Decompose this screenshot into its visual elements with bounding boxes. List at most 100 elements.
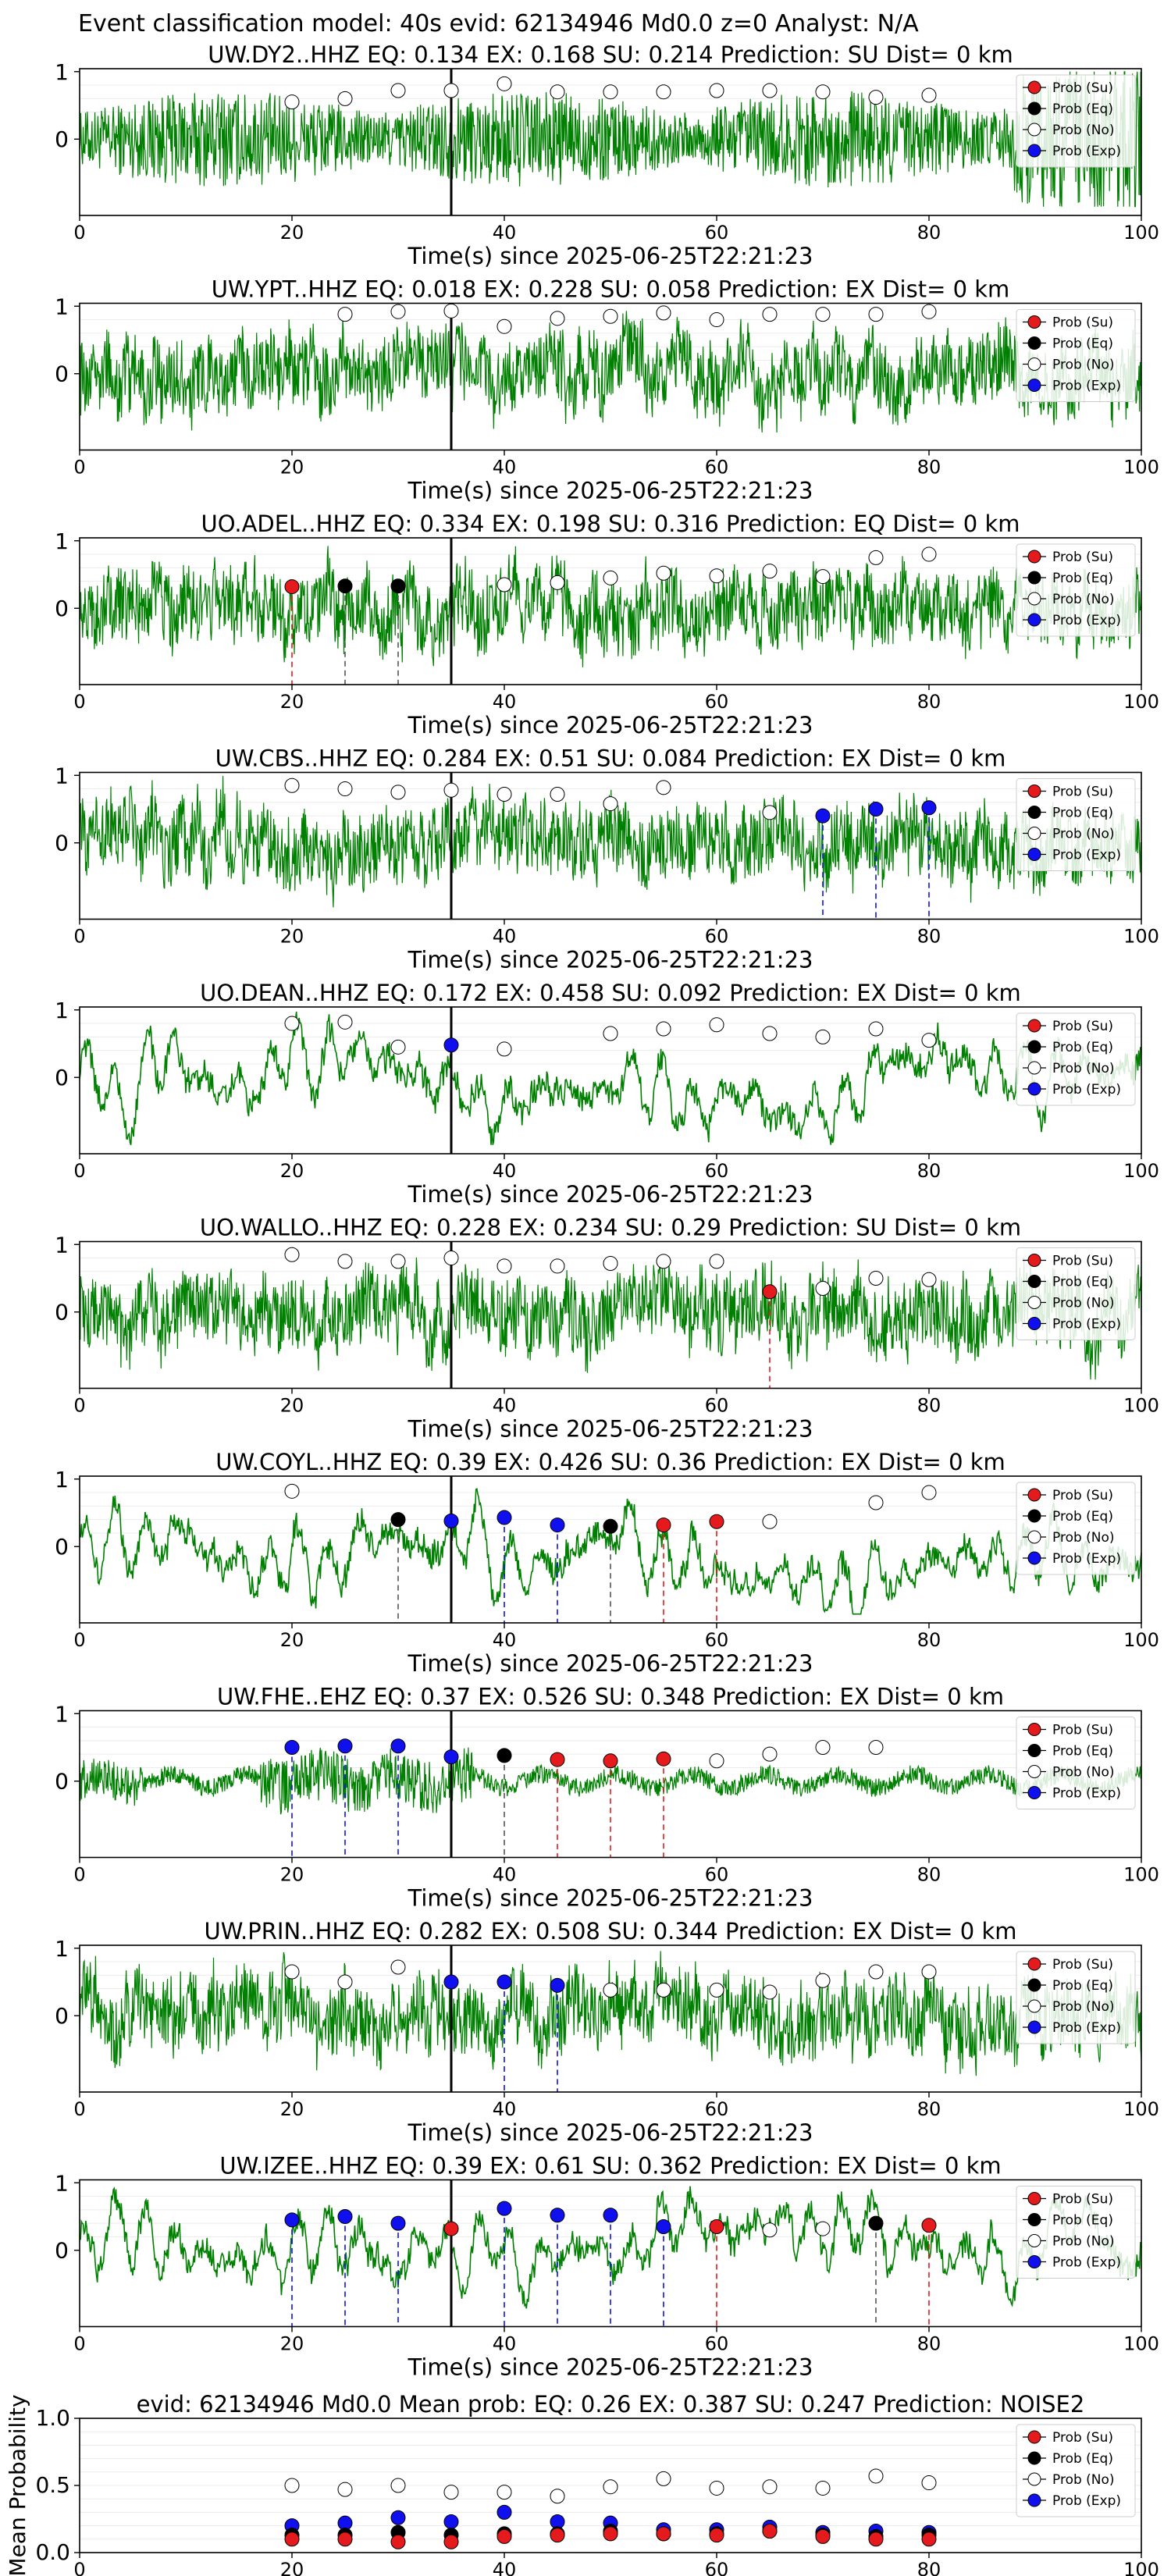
- prob-point: [762, 1984, 778, 2000]
- waveform-trace: [79, 546, 1142, 667]
- prob-point: [868, 307, 884, 322]
- mean-point: [868, 2468, 884, 2484]
- panel-1: UW.DY2..HHZ EQ: 0.134 EX: 0.168 SU: 0.21…: [55, 41, 1159, 269]
- x-tick-label: 20: [280, 926, 304, 948]
- x-tick-label: 60: [705, 457, 729, 479]
- x-tick-label: 0: [73, 2333, 85, 2355]
- legend-marker: [1027, 2472, 1041, 2486]
- prob-point: [497, 76, 512, 91]
- prob-point: [709, 83, 724, 98]
- legend-label: Prob (Eq): [1052, 1040, 1113, 1055]
- legend-label: Prob (No): [1052, 592, 1115, 607]
- prob-point: [284, 777, 300, 793]
- x-tick-label: 60: [705, 222, 729, 244]
- panel-title: UW.DY2..HHZ EQ: 0.134 EX: 0.168 SU: 0.21…: [208, 41, 1013, 68]
- mean-point: [497, 2504, 512, 2520]
- prob-point: [603, 796, 618, 812]
- x-tick-label: 60: [705, 1629, 729, 1651]
- x-tick-label: 0: [73, 1160, 85, 1182]
- legend-marker: [1027, 1509, 1041, 1523]
- x-tick-label: 0: [73, 2559, 85, 2576]
- axes-frame: [79, 1475, 1142, 1624]
- prob-point: [921, 1964, 937, 1980]
- prob-point: [656, 1517, 671, 1533]
- prob-point: [550, 1258, 565, 1274]
- legend-marker: [1027, 2255, 1041, 2268]
- legend-marker: [1027, 827, 1041, 840]
- mean-point: [284, 2478, 300, 2493]
- prob-point: [497, 318, 512, 334]
- legend-label: Prob (Eq): [1052, 2213, 1113, 2229]
- prob-point: [709, 568, 724, 584]
- axes-frame: [79, 68, 1142, 216]
- axes-frame: [79, 1710, 1142, 1859]
- prob-point: [656, 84, 671, 100]
- waveform-trace: [79, 1951, 1142, 2076]
- legend-marker: [1027, 571, 1041, 585]
- y-tick-label: 1: [55, 1701, 69, 1727]
- x-tick-label: 100: [1123, 1160, 1159, 1182]
- prob-point: [390, 1254, 406, 1269]
- prob-point: [656, 565, 671, 581]
- prob-point: [443, 1251, 459, 1266]
- x-tick-label: 100: [1123, 1395, 1159, 1417]
- x-axis-label: Time(s) since 2025-06-25T22:21:23: [408, 1181, 813, 1208]
- prob-point: [390, 1959, 406, 1975]
- x-tick-label: 40: [493, 222, 517, 244]
- legend-box: [1016, 309, 1136, 402]
- legend-label: Prob (No): [1052, 1296, 1115, 1311]
- legend-box: [1016, 2424, 1136, 2517]
- y-tick-label: 1: [55, 2170, 69, 2196]
- prob-point: [762, 1026, 778, 1041]
- y-axis-label: Mean Probability: [5, 2394, 30, 2576]
- x-tick-label: 0: [73, 1395, 85, 1417]
- legend-marker: [1027, 2493, 1041, 2507]
- legend-label: Prob (No): [1052, 358, 1115, 373]
- prob-point: [656, 305, 671, 321]
- legend: Prob (Su) Prob (Eq) Prob (No) Prob (Exp): [1016, 1717, 1136, 1809]
- mean-point: [709, 2528, 724, 2543]
- x-tick-label: 0: [73, 222, 85, 244]
- prob-point: [337, 1254, 353, 1269]
- legend-label: Prob (Eq): [1052, 1744, 1113, 1759]
- prob-point: [921, 546, 937, 562]
- legend-marker: [1027, 806, 1041, 819]
- legend-box: [1016, 74, 1136, 168]
- legend-marker: [1027, 379, 1041, 392]
- prob-point: [656, 2218, 671, 2234]
- prob-point: [603, 308, 618, 324]
- legend-box: [1016, 2186, 1136, 2279]
- panel-10: UW.IZEE..HHZ EQ: 0.39 EX: 0.61 SU: 0.362…: [55, 2153, 1159, 2381]
- y-tick-label: 0: [55, 831, 69, 856]
- prob-point: [337, 1014, 353, 1030]
- prob-point: [709, 1753, 724, 1769]
- prob-point: [443, 1513, 459, 1528]
- legend-label: Prob (Exp): [1052, 1082, 1121, 1098]
- prob-point: [337, 2209, 353, 2224]
- x-tick-label: 40: [493, 457, 517, 479]
- x-tick-label: 0: [73, 457, 85, 479]
- prob-point: [443, 303, 459, 318]
- prob-point: [921, 87, 937, 103]
- prob-point: [337, 307, 353, 322]
- prob-point: [656, 1254, 671, 1269]
- prob-point: [284, 1483, 300, 1499]
- mean-point: [762, 2479, 778, 2495]
- mean-point: [762, 2523, 778, 2539]
- legend-box: [1016, 1012, 1136, 1106]
- prob-point: [550, 1752, 565, 1767]
- legend-marker: [1027, 785, 1041, 798]
- prob-point: [603, 1026, 618, 1041]
- x-tick-label: 60: [705, 926, 729, 948]
- legend: Prob (Su) Prob (Eq) Prob (No) Prob (Exp): [1016, 1012, 1136, 1106]
- panel-4: UW.CBS..HHZ EQ: 0.284 EX: 0.51 SU: 0.084…: [55, 745, 1159, 973]
- x-tick-label: 40: [493, 2559, 517, 2576]
- legend-label: Prob (No): [1052, 827, 1115, 842]
- prob-point: [443, 2221, 459, 2236]
- legend: Prob (Su) Prob (Eq) Prob (No) Prob (Exp): [1016, 778, 1136, 871]
- panel-title: UW.PRIN..HHZ EQ: 0.282 EX: 0.508 SU: 0.3…: [204, 1918, 1016, 1944]
- legend-marker: [1027, 336, 1041, 350]
- x-tick-label: 80: [917, 2559, 941, 2576]
- prob-point: [284, 2212, 300, 2228]
